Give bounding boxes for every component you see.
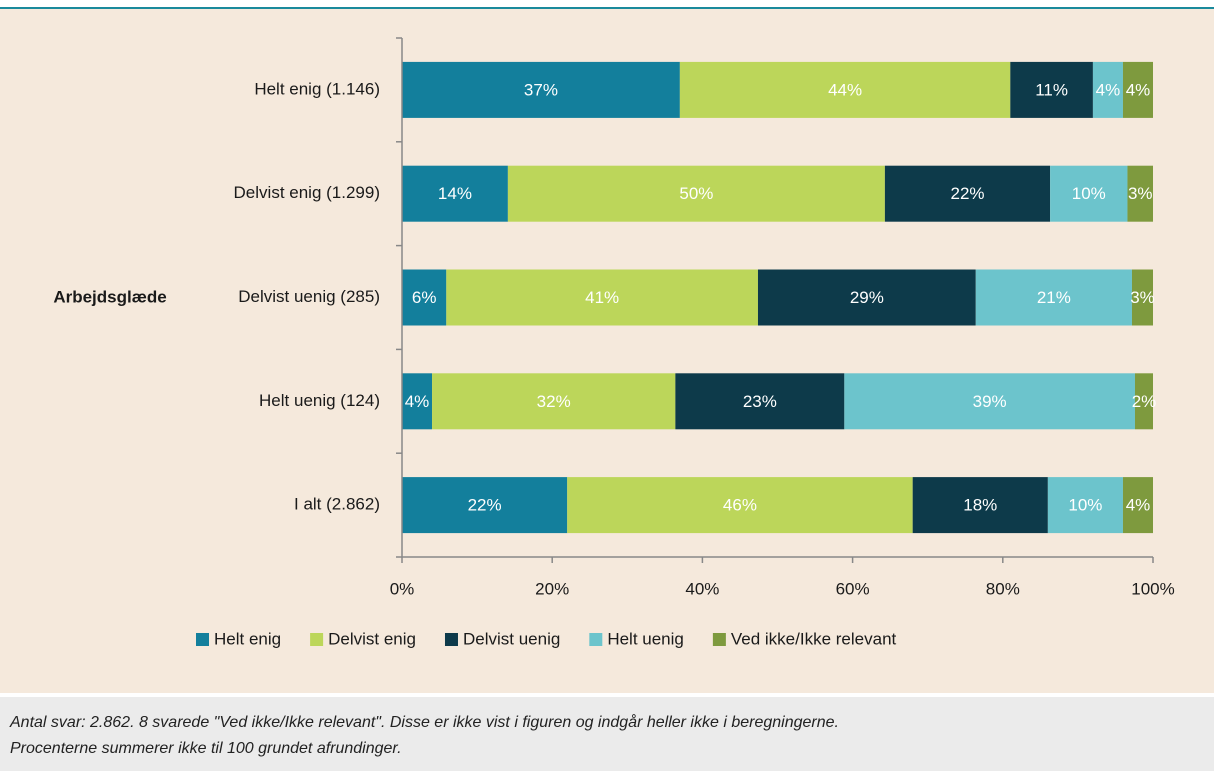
legend-swatch: [444, 633, 458, 646]
top-margin: [0, 0, 1214, 9]
data-label: 2%: [1132, 392, 1157, 411]
data-label: 14%: [438, 184, 472, 203]
y-tick-label: Delvist enig (1.299): [234, 183, 380, 202]
bar-segment: [884, 165, 1051, 222]
data-label: 37%: [524, 80, 558, 99]
y-tick-label: Helt enig (1.146): [254, 79, 380, 98]
legend-swatch: [310, 633, 324, 646]
bar-segment: [402, 165, 508, 222]
data-label: 11%: [1035, 80, 1068, 99]
bar-segment: [402, 269, 447, 326]
bar-segment: [402, 61, 680, 118]
x-tick-label: 80%: [986, 579, 1020, 598]
x-tick-label: 40%: [685, 579, 719, 598]
data-label: 22%: [950, 184, 984, 203]
data-label: 39%: [973, 392, 1007, 411]
bar-segment: [1127, 165, 1153, 222]
data-label: 3%: [1130, 288, 1155, 307]
bar-segment: [507, 165, 885, 222]
bar-segment: [1010, 61, 1093, 118]
bar-segment: [675, 373, 845, 430]
data-label: 22%: [468, 496, 502, 515]
data-label: 50%: [679, 184, 713, 203]
data-label: 18%: [963, 496, 997, 515]
bar-segment: [1047, 477, 1123, 534]
legend-label: Delvist uenig: [463, 629, 560, 648]
data-label: 6%: [412, 288, 437, 307]
bar-segment: [1050, 165, 1128, 222]
x-tick-label: 60%: [836, 579, 870, 598]
legend-swatch: [589, 633, 603, 646]
bar-segment: [1122, 61, 1153, 118]
y-axis-title: Arbejdsglæde: [53, 287, 166, 306]
legend-swatch: [712, 633, 726, 646]
bar-segment: [1092, 61, 1123, 118]
data-label: 29%: [850, 288, 884, 307]
data-label: 10%: [1072, 184, 1106, 203]
data-label: 10%: [1068, 496, 1102, 515]
bar-segment: [844, 373, 1135, 430]
data-label: 23%: [743, 392, 777, 411]
x-tick-label: 20%: [535, 579, 569, 598]
y-tick-label: Helt uenig (124): [259, 391, 380, 410]
data-label: 4%: [405, 392, 430, 411]
data-label: 44%: [828, 80, 862, 99]
bar-segment: [567, 477, 913, 534]
bar-segment: [432, 373, 676, 430]
y-tick-label: I alt (2.862): [294, 495, 380, 514]
bar-segment: [1131, 269, 1153, 326]
legend-label: Delvist enig: [328, 629, 416, 648]
data-label: 4%: [1126, 496, 1151, 515]
bar-segment: [679, 61, 1011, 118]
legend-label: Helt uenig: [607, 629, 684, 648]
bar-segment: [912, 477, 1048, 534]
legend-label: Helt enig: [214, 629, 281, 648]
data-label: 46%: [723, 496, 757, 515]
data-label: 3%: [1128, 184, 1153, 203]
data-label: 4%: [1096, 80, 1121, 99]
x-tick-label: 0%: [390, 579, 415, 598]
data-label: 21%: [1037, 288, 1071, 307]
bar-segment: [1134, 373, 1153, 430]
footnote-line: Procenterne summerer ikke til 100 grunde…: [10, 740, 402, 757]
bar-segment: [402, 477, 568, 534]
data-label: 4%: [1126, 80, 1151, 99]
bar-segment: [1122, 477, 1153, 534]
legend-label: Ved ikke/Ikke relevant: [731, 629, 897, 648]
footnote: Antal svar: 2.862. 8 svarede "Ved ikke/I…: [0, 697, 1214, 771]
footnote-line: Antal svar: 2.862. 8 svarede "Ved ikke/I…: [10, 714, 839, 731]
bar-segment: [446, 269, 758, 326]
data-label: 32%: [537, 392, 571, 411]
legend-swatch: [196, 633, 209, 646]
bar-segment: [975, 269, 1132, 326]
bar-segment: [402, 373, 433, 430]
data-label: 41%: [585, 288, 619, 307]
y-tick-label: Delvist uenig (285): [238, 287, 380, 306]
chart-background: [0, 9, 1214, 693]
chart: Arbejdsglæde Helt enig (1.146) 37% 44% 11% 4…: [0, 0, 1214, 693]
x-tick-label: 100%: [1131, 579, 1174, 598]
bar-segment: [757, 269, 976, 326]
